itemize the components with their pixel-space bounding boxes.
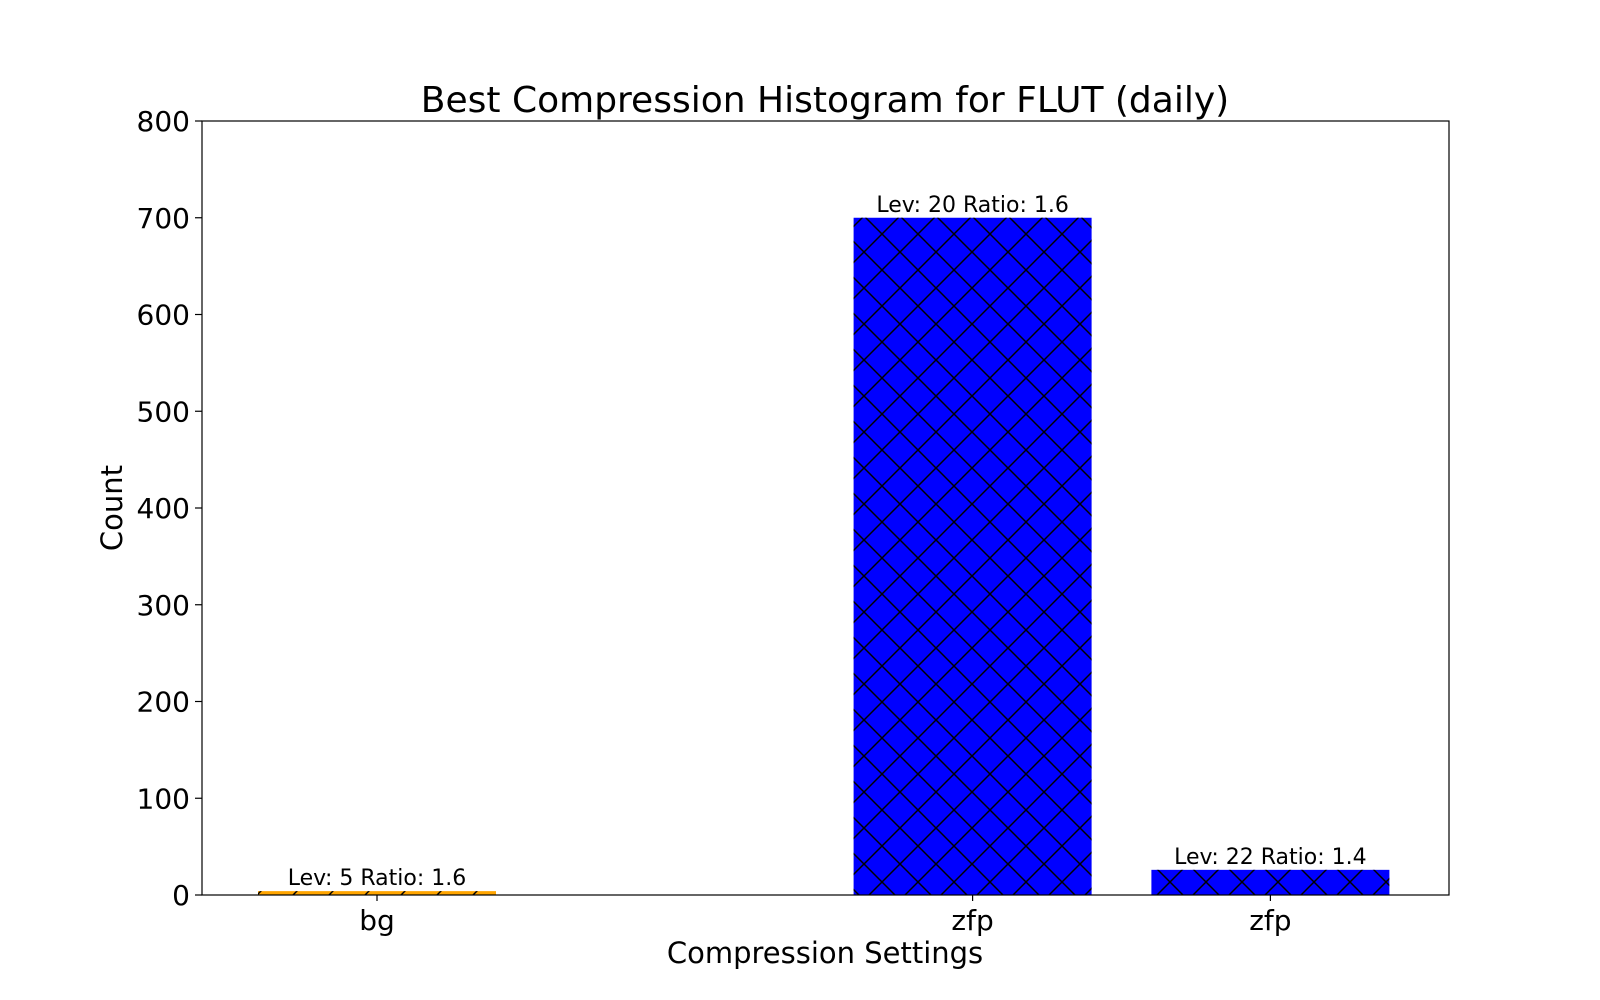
bar-labels: Lev: 5 Ratio: 1.6 Lev: 20 Ratio: 1.6 Lev: … bbox=[288, 193, 1367, 891]
y-tick-label-800: 800 bbox=[137, 105, 190, 138]
x-axis: bg zfp zfp bbox=[359, 895, 1292, 937]
y-tick-label-700: 700 bbox=[137, 202, 190, 235]
bars-layer bbox=[258, 217, 1390, 895]
bar-hatch-zfp-2 bbox=[1151, 869, 1390, 895]
bar-label-2: Lev: 22 Ratio: 1.4 bbox=[1174, 845, 1367, 870]
y-tick-label-400: 400 bbox=[137, 492, 190, 525]
chart-title: Best Compression Histogram for FLUT (dai… bbox=[421, 80, 1229, 121]
x-tick-label-0: bg bbox=[359, 904, 395, 937]
bar-hatch-zfp-1 bbox=[853, 217, 1092, 895]
y-tick-label-300: 300 bbox=[137, 589, 190, 622]
plot-area: 0 100 200 300 400 500 600 700 800 bg zfp zfp Lev: … bbox=[137, 105, 1450, 937]
y-axis: 0 100 200 300 400 500 600 700 800 bbox=[137, 105, 202, 912]
y-tick-label-500: 500 bbox=[137, 395, 190, 428]
x-tick-label-2: zfp bbox=[1249, 904, 1291, 937]
y-tick-label-200: 200 bbox=[137, 686, 190, 719]
y-tick-label-600: 600 bbox=[137, 299, 190, 332]
y-axis-title: Count bbox=[95, 465, 129, 551]
y-tick-label-100: 100 bbox=[137, 782, 190, 815]
plot-frame bbox=[201, 120, 1450, 896]
bar-label-1: Lev: 20 Ratio: 1.6 bbox=[876, 193, 1069, 218]
bar-label-0: Lev: 5 Ratio: 1.6 bbox=[288, 866, 467, 891]
x-tick-label-1: zfp bbox=[951, 904, 993, 937]
bar-hatch-bg-0 bbox=[258, 891, 496, 895]
x-axis-title: Compression Settings bbox=[667, 936, 983, 970]
y-tick-label-0: 0 bbox=[172, 879, 190, 912]
